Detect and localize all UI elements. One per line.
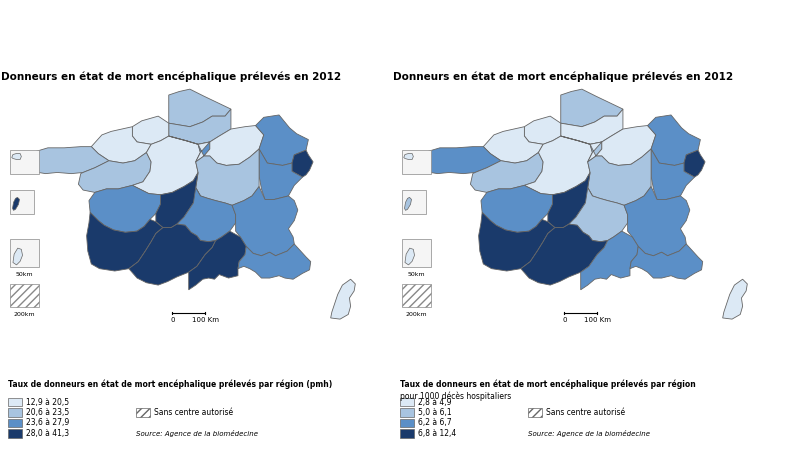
- Polygon shape: [13, 197, 19, 211]
- Polygon shape: [12, 153, 22, 160]
- Polygon shape: [13, 248, 22, 265]
- Polygon shape: [259, 149, 302, 200]
- Polygon shape: [548, 172, 593, 228]
- Polygon shape: [684, 150, 705, 177]
- Text: 200km: 200km: [14, 312, 35, 317]
- Polygon shape: [588, 149, 651, 205]
- Polygon shape: [524, 116, 561, 144]
- Polygon shape: [169, 136, 210, 162]
- FancyBboxPatch shape: [10, 190, 34, 213]
- Text: Sans centre autorisé: Sans centre autorisé: [154, 408, 234, 417]
- Polygon shape: [78, 152, 151, 193]
- Text: 50km: 50km: [16, 272, 34, 277]
- Text: 200km: 200km: [406, 312, 427, 317]
- FancyBboxPatch shape: [10, 239, 38, 268]
- Polygon shape: [132, 136, 201, 195]
- Polygon shape: [581, 231, 638, 290]
- Text: Source: Agence de la biomédecine: Source: Agence de la biomédecine: [528, 430, 650, 437]
- Text: 50km: 50km: [408, 272, 426, 277]
- Polygon shape: [196, 149, 259, 205]
- Polygon shape: [647, 115, 700, 165]
- Polygon shape: [478, 212, 555, 271]
- Polygon shape: [405, 197, 411, 211]
- Text: Donneurs en état de mort encéphalique prélevés en 2012: Donneurs en état de mort encéphalique pr…: [393, 72, 733, 82]
- Polygon shape: [330, 279, 355, 319]
- Text: 23,6 à 27,9: 23,6 à 27,9: [26, 418, 70, 428]
- Polygon shape: [132, 116, 169, 144]
- Polygon shape: [169, 89, 231, 126]
- FancyBboxPatch shape: [402, 284, 430, 307]
- Polygon shape: [89, 185, 161, 232]
- Polygon shape: [169, 109, 231, 144]
- Text: pour 1000 décès hospitaliers: pour 1000 décès hospitaliers: [400, 392, 511, 401]
- Text: 0: 0: [562, 317, 566, 323]
- Polygon shape: [177, 188, 236, 242]
- Polygon shape: [651, 149, 694, 200]
- Text: Taux de donneurs en état de mort encéphalique prélevés par région: Taux de donneurs en état de mort encépha…: [400, 380, 696, 389]
- Polygon shape: [189, 231, 246, 290]
- Text: Taux de donneurs en état de mort encéphalique prélevés par région (pmh): Taux de donneurs en état de mort encépha…: [8, 380, 332, 389]
- FancyBboxPatch shape: [10, 284, 38, 307]
- Polygon shape: [624, 186, 690, 256]
- Text: 6,8 à 12,4: 6,8 à 12,4: [418, 429, 457, 438]
- Polygon shape: [483, 126, 543, 163]
- Polygon shape: [569, 188, 628, 242]
- Text: 6,2 à 6,7: 6,2 à 6,7: [418, 418, 452, 428]
- Polygon shape: [238, 244, 310, 279]
- Text: 100 Km: 100 Km: [584, 317, 610, 323]
- Text: Source: Agence de la biomédecine: Source: Agence de la biomédecine: [136, 430, 258, 437]
- Polygon shape: [196, 126, 264, 165]
- Polygon shape: [524, 136, 593, 195]
- Polygon shape: [91, 126, 151, 163]
- Polygon shape: [18, 147, 109, 174]
- Text: 100 Km: 100 Km: [192, 317, 218, 323]
- Polygon shape: [404, 153, 414, 160]
- Polygon shape: [561, 136, 602, 162]
- Polygon shape: [588, 126, 656, 165]
- Text: 5,0 à 6,1: 5,0 à 6,1: [418, 408, 452, 417]
- Polygon shape: [481, 185, 553, 232]
- Polygon shape: [561, 109, 623, 144]
- FancyBboxPatch shape: [402, 190, 426, 213]
- Text: 20,6 à 23,5: 20,6 à 23,5: [26, 408, 70, 417]
- Text: 2,8 à 4,9: 2,8 à 4,9: [418, 397, 452, 407]
- FancyBboxPatch shape: [10, 150, 38, 174]
- Polygon shape: [405, 248, 414, 265]
- Polygon shape: [232, 186, 298, 256]
- Text: Donneurs en état de mort encéphalique prélevés en 2012: Donneurs en état de mort encéphalique pr…: [1, 72, 341, 82]
- Polygon shape: [722, 279, 747, 319]
- Polygon shape: [129, 224, 216, 285]
- FancyBboxPatch shape: [402, 239, 430, 268]
- Polygon shape: [630, 244, 702, 279]
- Polygon shape: [86, 212, 163, 271]
- Text: 28,0 à 41,3: 28,0 à 41,3: [26, 429, 70, 438]
- FancyBboxPatch shape: [402, 150, 430, 174]
- Text: 12,9 à 20,5: 12,9 à 20,5: [26, 397, 70, 407]
- Text: 0: 0: [170, 317, 174, 323]
- Polygon shape: [561, 89, 623, 126]
- Polygon shape: [521, 224, 608, 285]
- Polygon shape: [470, 152, 543, 193]
- Polygon shape: [255, 115, 308, 165]
- Text: Sans centre autorisé: Sans centre autorisé: [546, 408, 626, 417]
- Polygon shape: [156, 172, 201, 228]
- Polygon shape: [292, 150, 313, 177]
- Polygon shape: [410, 147, 501, 174]
